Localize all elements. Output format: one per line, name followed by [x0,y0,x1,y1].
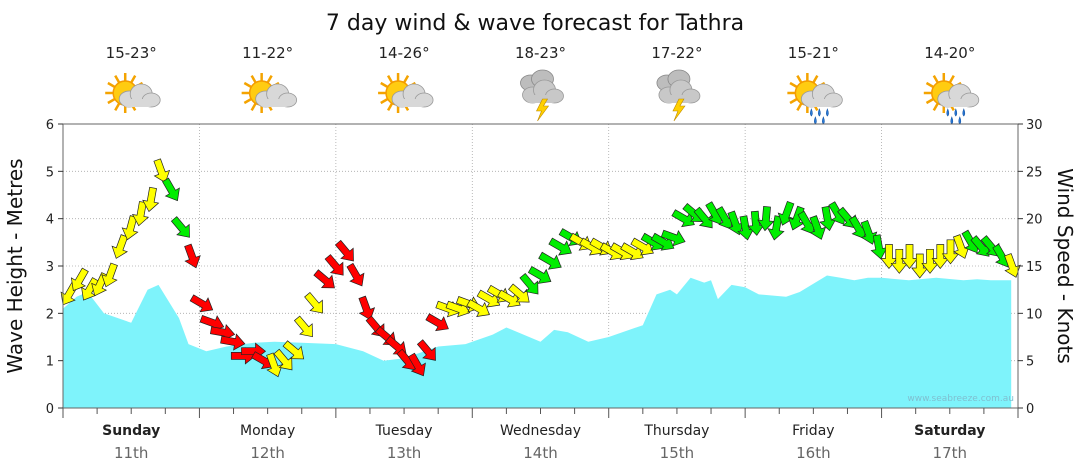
day-date-label: 15th [660,444,694,462]
wind-arrow [293,315,313,338]
sun-showers-icon [923,73,980,125]
day-name-label: Friday [792,423,834,439]
left-tick-label: 1 [46,355,54,370]
partly-cloudy-sun-icon [105,73,161,113]
day-temperature: 18-23° [515,44,566,62]
wind-arrow [101,262,118,288]
left-tick-label: 3 [46,260,54,275]
day-temperature: 15-21° [788,44,839,62]
wind-arrow [407,352,426,377]
wind-arrow [660,229,686,247]
wind-arrow [358,295,376,321]
day-date-label: 16th [796,444,830,462]
day-name-label: Saturday [914,423,985,439]
day-date-label: 17th [933,444,967,462]
right-tick-label: 30 [1026,118,1043,133]
wind-arrow [313,269,335,289]
day-temperature: 14-26° [379,44,430,62]
sun-showers-icon [787,73,843,125]
right-tick-label: 25 [1026,165,1043,180]
day-name-label: Monday [240,423,295,439]
wind-arrow [767,215,785,241]
wind-arrow [282,340,305,360]
right-tick-label: 20 [1026,213,1043,228]
day-name-label: Tuesday [375,423,433,439]
left-axis-label: Wave Height - Metres [3,158,27,373]
right-axis: 0 5 10 15 20 25 30 [1018,118,1043,417]
wind-arrow [527,265,552,284]
wind-arrow [131,201,150,227]
thunderstorm-icon [520,69,564,122]
wind-arrow [334,239,354,262]
wind-arrow [346,262,365,287]
wind-arrow [860,219,878,245]
day-temperature: 11-22° [242,44,293,62]
wind-arrow [266,352,283,378]
wind-arrow [508,283,530,303]
left-tick-label: 0 [46,402,54,417]
wind-arrow [466,299,490,317]
day-headers: 15-23° 11-22° 14-26° 18-23° 17-22° 15-21° 14-2… [105,44,980,125]
wind-arrow [385,335,407,355]
right-tick-label: 0 [1026,402,1034,417]
wind-arrow [425,313,449,332]
day-name-label: Thursday [643,423,709,439]
wind-arrow [142,186,160,213]
wind-arrow [111,234,129,259]
day-temperature: 14-20° [924,44,975,62]
chart-title: 7 day wind & wave forecast for Tathra [326,11,744,36]
thunderstorm-icon [656,69,701,122]
right-axis-label: Wind Speed - Knots [1053,168,1077,364]
day-date-label: 14th [523,444,557,462]
left-axis: 0 1 2 3 4 5 6 [46,118,63,417]
wind-arrow [757,206,775,232]
wind-arrow [170,216,190,238]
watermark: www.seabreeze.com.au [907,394,1014,404]
wind-arrow [324,254,344,276]
day-name-label: Sunday [102,423,160,439]
wind-arrow [548,237,572,256]
day-date-label: 13th [387,444,421,462]
right-tick-label: 15 [1026,260,1043,275]
day-name-label: Wednesday [500,423,581,439]
wind-arrow [538,251,562,270]
day-temperature: 17-22° [651,44,702,62]
right-tick-label: 10 [1026,307,1043,322]
wind-arrow [809,215,827,240]
wind-arrow [519,272,539,295]
day-date-label: 12th [250,444,284,462]
wind-arrow [189,294,214,313]
wind-arrow [70,267,89,292]
wind-arrow [1004,253,1021,278]
wind-arrow [304,291,324,314]
left-tick-label: 6 [46,118,54,133]
partly-cloudy-sun-icon [241,73,298,113]
wind-arrow [184,243,201,269]
wave-height-area [63,275,1012,408]
x-axis: Sunday 11th Monday 12th Tuesday 13th Wednesday… [62,408,1019,462]
left-tick-label: 5 [46,165,54,180]
wind-arrows [60,158,1021,378]
wind-arrow [161,177,180,202]
day-date-label: 11th [114,444,148,462]
wind-arrow [153,158,171,184]
left-tick-label: 4 [46,213,54,228]
wind-arrow [220,333,246,351]
day-temperature: 15-23° [106,44,157,62]
partly-cloudy-sun-icon [378,73,434,113]
left-tick-label: 2 [46,307,54,322]
right-tick-label: 5 [1026,355,1034,370]
wind-arrow [273,348,293,371]
wind-arrow [416,339,436,361]
